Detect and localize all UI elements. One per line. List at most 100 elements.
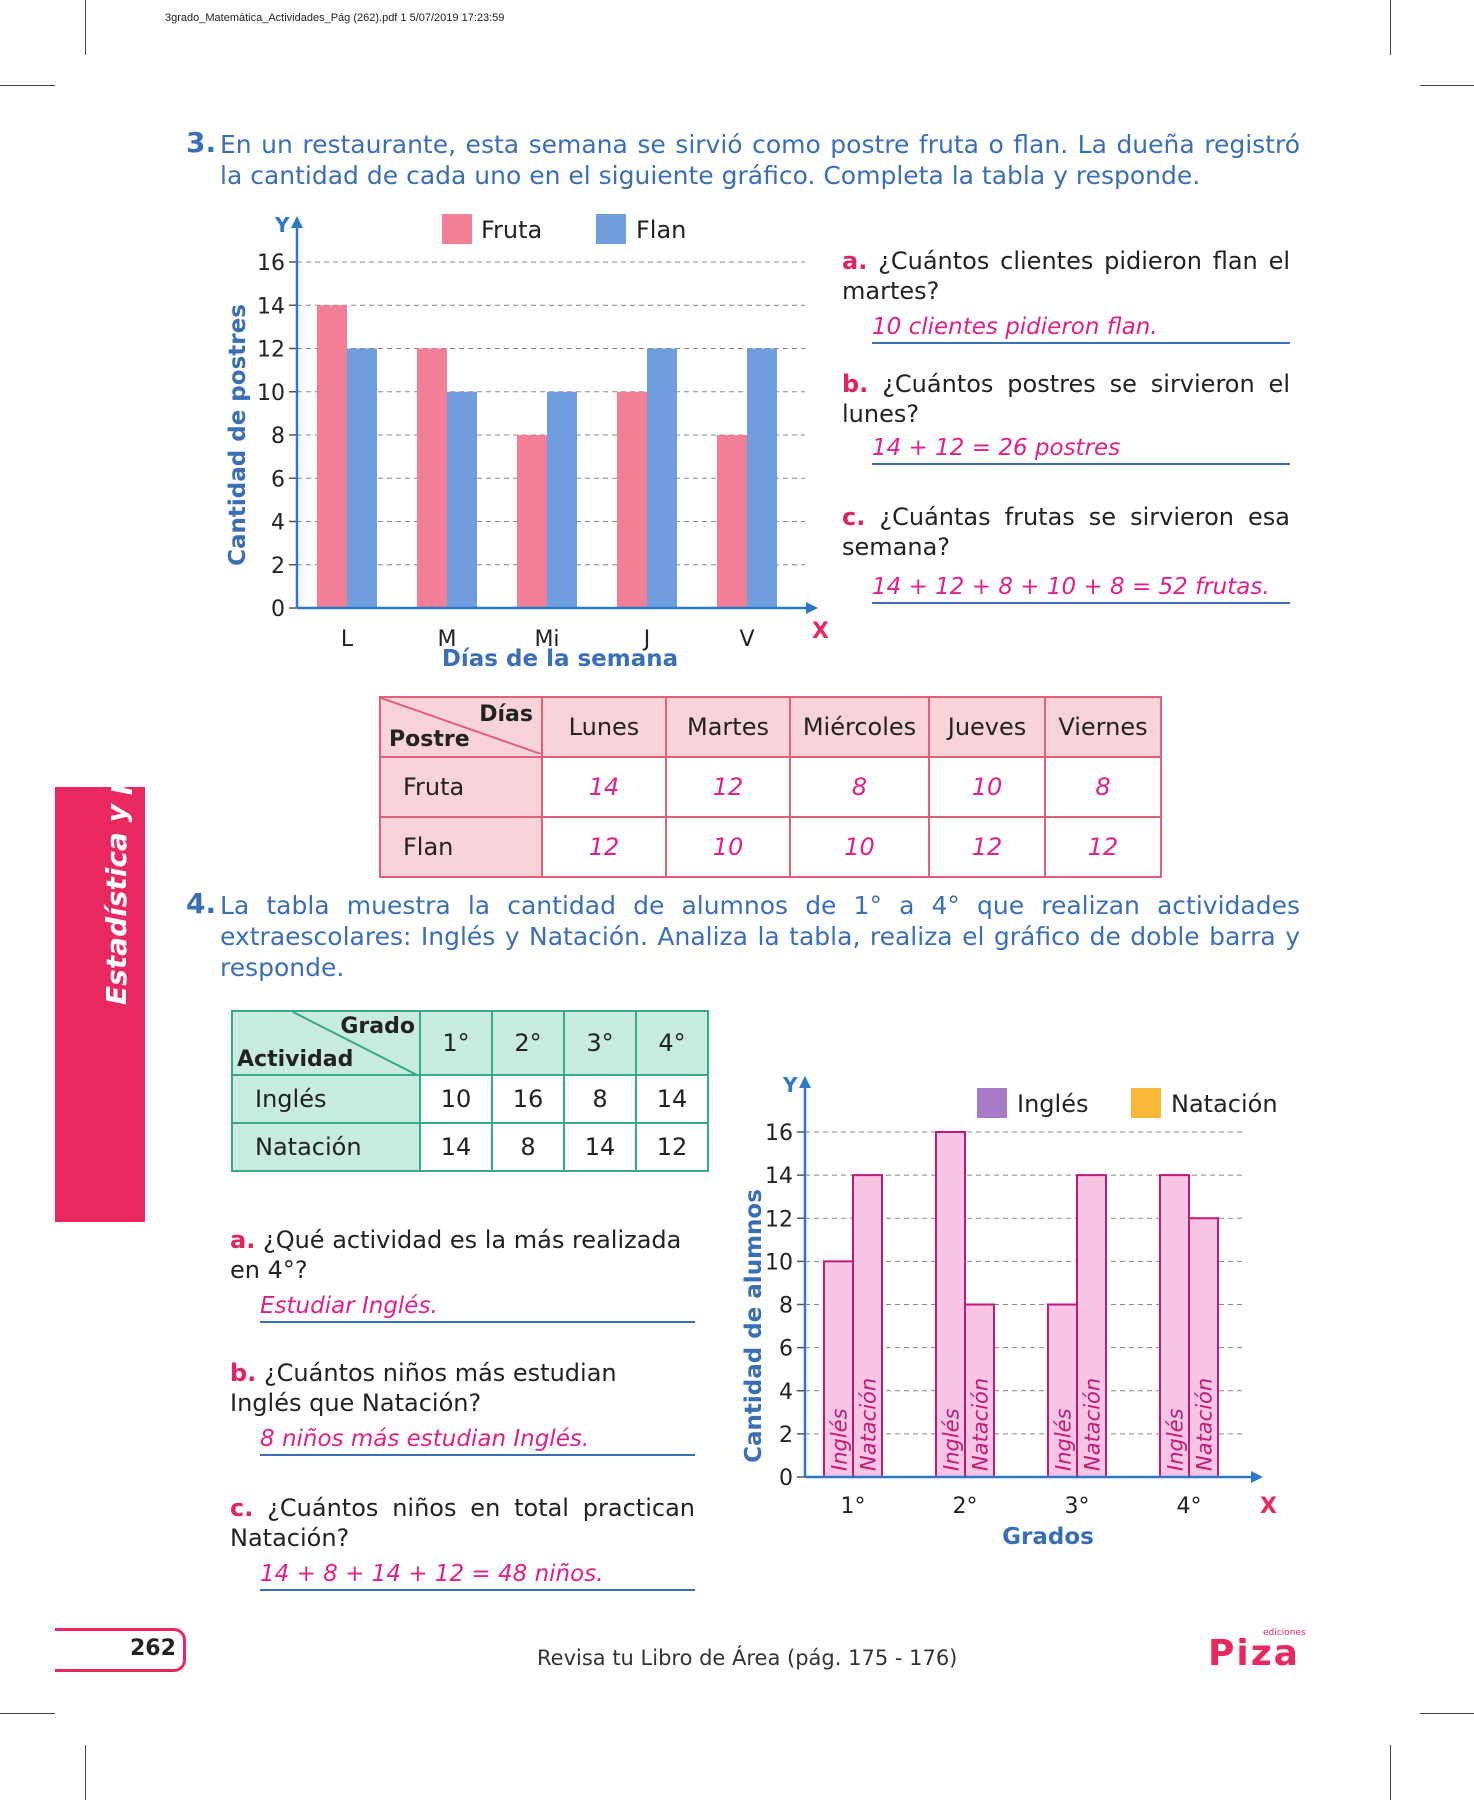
bar-fruta [517, 435, 547, 608]
column-header: Viernes [1044, 696, 1162, 758]
table-row: Fruta 14 12 8 10 8 [379, 756, 1162, 818]
y-tick-label: 12 [257, 338, 285, 363]
logo-subtext: ediciones [1263, 1628, 1306, 1638]
table-row: Flan 12 10 10 12 12 [379, 816, 1162, 878]
table-cell[interactable]: 10 [665, 816, 791, 878]
table-cell[interactable]: 12 [541, 816, 667, 878]
y-tick-label: 2 [779, 1423, 793, 1448]
bar-ingles [1159, 1174, 1190, 1478]
table-corner-cell: Días Postre [379, 696, 543, 758]
y-tick-label: 6 [271, 467, 285, 492]
question-4-number: 4. [186, 887, 217, 920]
x-tick-label: 2° [953, 1494, 978, 1519]
bar-natacion [1188, 1217, 1219, 1478]
column-header: 4° [635, 1010, 709, 1076]
corner-bottom-label: Actividad [237, 1047, 354, 1072]
x-axis-title: Días de la semana [442, 646, 678, 672]
y-tick-label: 16 [257, 251, 285, 276]
bar-label: Inglés [940, 1408, 964, 1471]
question-3c: c. ¿Cuántas frutas se sirvieron esa sema… [842, 502, 1290, 604]
y-tick-label: 10 [257, 381, 285, 406]
legend-swatch-flan [596, 214, 626, 244]
y-axis-title: Cantidad de alumnos [741, 1189, 767, 1463]
sub-question-text: ¿Cuántos clientes pidieron flan el marte… [842, 247, 1290, 305]
y-tick-label: 2 [271, 554, 285, 579]
desserts-table: Días Postre Lunes Martes Miércoles Jueve… [379, 696, 1162, 878]
y-axis-title: Cantidad de postres [225, 304, 251, 566]
legend-label: Flan [636, 216, 686, 244]
publisher-logo: ediciones Piza [1208, 1628, 1306, 1672]
bar-flan [647, 348, 677, 608]
x-tick-label: 3° [1065, 1494, 1090, 1519]
answer-line[interactable]: 10 clientes pidieron flan. [872, 314, 1290, 344]
table-cell: 14 [563, 1122, 637, 1172]
crop-mark [0, 85, 55, 86]
legend-swatch-natacion [1131, 1088, 1161, 1118]
question-4-text: La tabla muestra la cantidad de alumnos … [220, 891, 1300, 982]
table-row: Inglés 10 16 8 14 [231, 1074, 709, 1124]
y-tick-label: 14 [257, 294, 285, 319]
sub-letter: c. [230, 1494, 254, 1522]
bar-natacion [964, 1303, 995, 1478]
desserts-bar-chart: 0 2 4 6 8 10 12 14 16 L M Mi J V Y X Días de la semana Ca… [225, 213, 829, 672]
y-tick-label: 12 [765, 1207, 793, 1232]
corner-top-label: Días [479, 702, 533, 727]
y-tick-label: 0 [271, 597, 285, 622]
bar-natacion [852, 1174, 883, 1478]
crop-mark [85, 0, 86, 55]
file-header: 3grado_Matemática_Actividades_Pág (262).… [165, 12, 505, 24]
table-cell: 8 [491, 1122, 565, 1172]
table-cell[interactable]: 10 [928, 756, 1046, 818]
table-cell[interactable]: 8 [1044, 756, 1162, 818]
crop-mark [0, 1713, 55, 1714]
corner-top-label: Grado [340, 1014, 415, 1039]
bar-flan [347, 348, 377, 608]
x-axis-letter: X [1260, 1494, 1277, 1519]
answer-line[interactable]: Estudiar Inglés. [260, 1293, 695, 1323]
table-cell[interactable]: 12 [665, 756, 791, 818]
row-label: Fruta [379, 756, 543, 818]
answer-line[interactable]: 14 + 8 + 14 + 12 = 48 niños. [260, 1561, 695, 1591]
sub-letter: b. [230, 1359, 257, 1387]
table-cell[interactable]: 12 [928, 816, 1046, 878]
y-tick-label: 8 [779, 1294, 793, 1319]
bar-label: Natación [1193, 1378, 1217, 1471]
y-axis-arrow [291, 216, 303, 228]
sub-question-text: ¿Cuántos niños en total practican Nataci… [230, 1494, 695, 1552]
answer-line[interactable]: 8 niños más estudian Inglés. [260, 1426, 695, 1456]
corner-bottom-label: Postre [389, 727, 470, 752]
bar-label: Natación [969, 1378, 993, 1471]
bar-flan [747, 348, 777, 608]
answer-line[interactable]: 14 + 12 + 8 + 10 + 8 = 52 frutas. [872, 574, 1290, 604]
legend-swatch-ingles [977, 1088, 1007, 1118]
row-label: Flan [379, 816, 543, 878]
sub-question-text: ¿Qué actividad es la más realizada en 4°… [230, 1226, 682, 1284]
sub-question-text: ¿Cuántas frutas se sirvieron esa semana? [842, 503, 1290, 561]
table-cell[interactable]: 12 [1044, 816, 1162, 878]
bar-natacion [1076, 1174, 1107, 1478]
table-cell: 14 [635, 1074, 709, 1124]
question-3a: a. ¿Cuántos clientes pidieron flan el ma… [842, 246, 1290, 344]
x-tick-label: J [642, 627, 651, 652]
column-header: 3° [563, 1010, 637, 1076]
table-cell[interactable]: 10 [789, 816, 930, 878]
table-cell[interactable]: 8 [789, 756, 930, 818]
y-tick-label: 4 [779, 1380, 793, 1405]
question-4a: a. ¿Qué actividad es la más realizada en… [230, 1225, 695, 1323]
table-cell: 12 [635, 1122, 709, 1172]
section-sidebar [55, 787, 145, 1222]
table-cell[interactable]: 14 [541, 756, 667, 818]
question-3-text: En un restaurante, esta semana se sirvió… [220, 130, 1300, 190]
bar-fruta [317, 305, 347, 608]
activities-table: Grado Actividad 1° 2° 3° 4° Inglés 10 16… [231, 1010, 709, 1172]
column-header: Miércoles [789, 696, 930, 758]
y-tick-label: 16 [765, 1121, 793, 1146]
legend-label: Natación [1171, 1090, 1278, 1118]
answer-line[interactable]: 14 + 12 = 26 postres [872, 435, 1290, 465]
row-label: Inglés [231, 1074, 421, 1124]
column-header: Lunes [541, 696, 667, 758]
crop-mark [1420, 1713, 1474, 1714]
page-number-tab [55, 1628, 186, 1672]
x-tick-label: V [739, 627, 754, 652]
